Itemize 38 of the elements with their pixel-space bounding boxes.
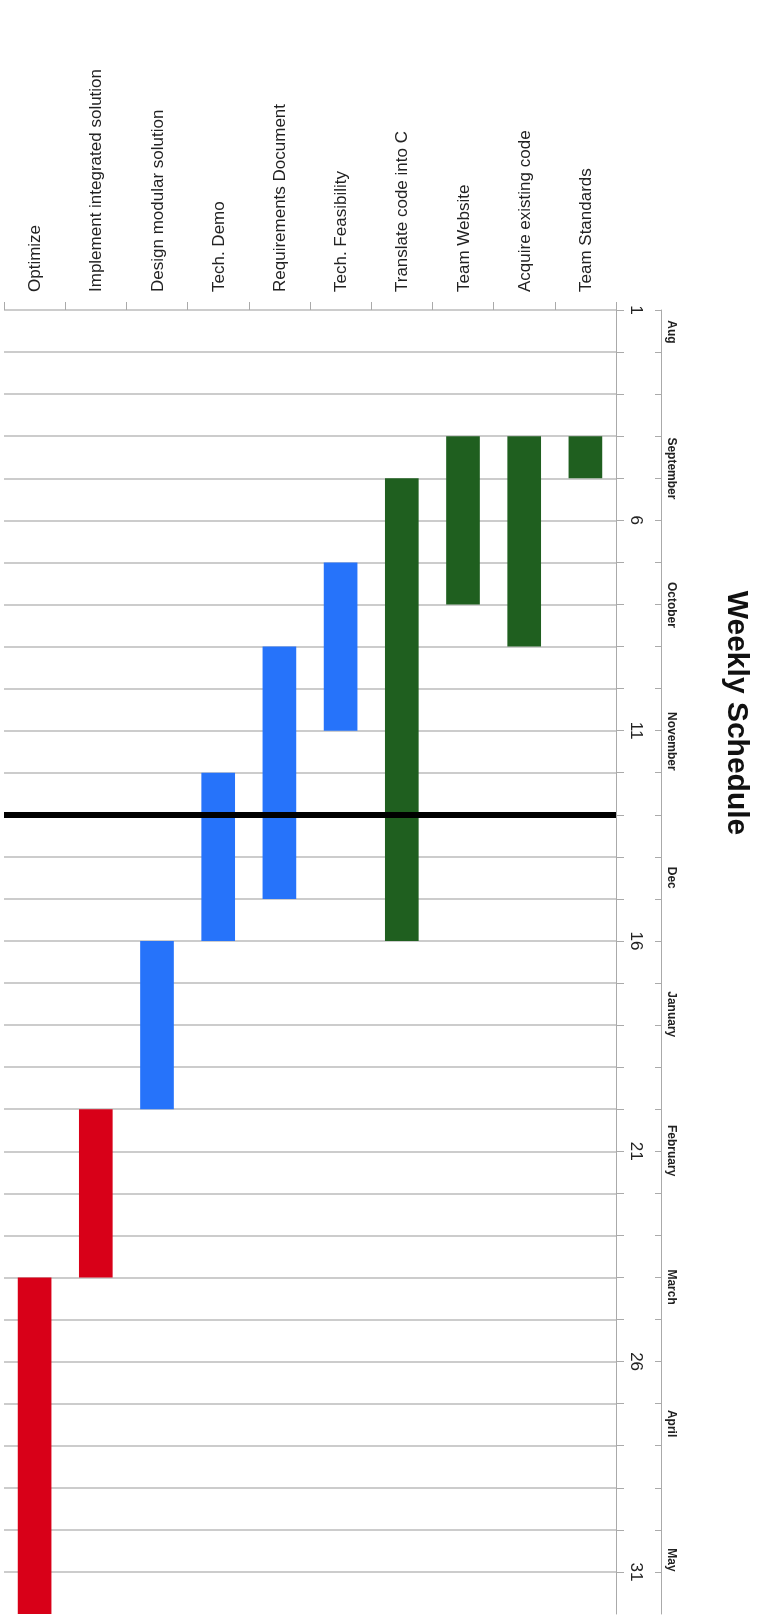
text: April [665,1409,679,1438]
text: October [665,581,679,629]
y-tick-label: 26 [627,1352,646,1372]
x-tick-label: Optimize [25,224,45,292]
bar [323,562,358,731]
bar [384,478,419,941]
x-tick-label: Tech. Demo [208,201,228,292]
x-tick-label: Translate code into C [392,131,412,292]
bar [140,940,174,1110]
y-tick-label: 11 [627,721,646,740]
y-tick-label: 31 [627,1562,646,1582]
y-tick-label: 21 [627,1141,646,1161]
bar [17,1277,52,1614]
x-tick-label: Team Website [453,184,473,292]
text: Dec [665,866,679,890]
bar [262,646,297,899]
bar [446,436,480,605]
bar [78,1109,113,1278]
text: May [665,1548,679,1572]
bar [568,436,603,479]
text: September [665,437,679,500]
y-tick-label: 16 [627,931,646,951]
x-tick-label: Design modular solution [147,109,167,292]
text: Aug [665,320,679,344]
y-tick-label: 1 [627,305,646,315]
y-tick-label: 6 [627,515,646,526]
x-tick-label: Acquire existing code [514,130,534,292]
text: February [665,1124,679,1177]
x-tick-label: Team Standards [575,168,595,292]
x-tick-label: Tech. Feasibility [331,170,351,292]
text: November [665,711,679,772]
x-tick-label: Requirements Document [269,103,289,292]
text: January [665,991,679,1038]
x-tick-label: Implement integrated solution [86,68,106,292]
text: Weekly Schedule [721,590,755,836]
bar [201,772,236,941]
bar [507,436,542,647]
text: March [665,1269,679,1305]
